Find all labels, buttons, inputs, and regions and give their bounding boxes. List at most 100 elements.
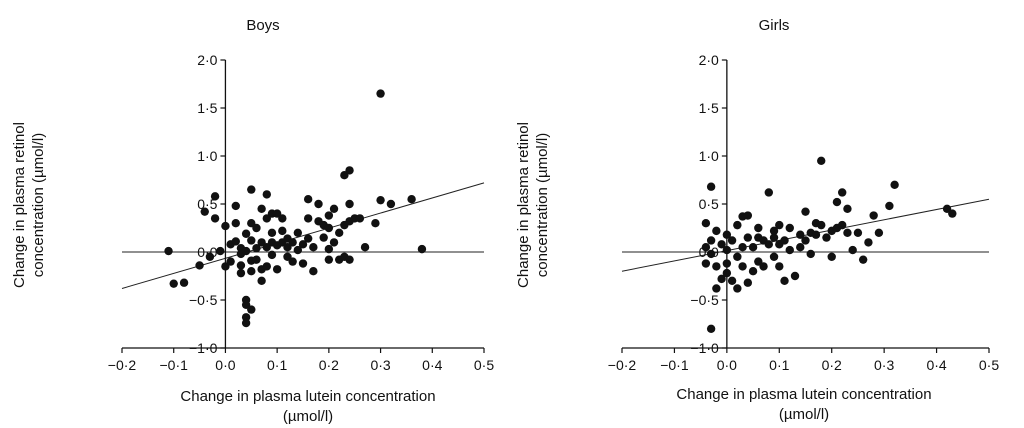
girls-data-point bbox=[885, 201, 894, 211]
boys-data-point bbox=[236, 268, 246, 278]
girls-data-point bbox=[748, 267, 758, 276]
boys-data-point bbox=[298, 240, 308, 249]
girls-data-point bbox=[775, 262, 784, 271]
boys-data-point bbox=[226, 257, 235, 266]
boys-data-point bbox=[324, 244, 334, 254]
boys-x-tick-label: 0·1 bbox=[267, 357, 287, 373]
boys-data-point bbox=[241, 246, 251, 256]
girls-x-tick-label: −0·2 bbox=[608, 357, 637, 373]
girls-data-point bbox=[780, 236, 789, 245]
girls-data-point bbox=[769, 226, 779, 236]
girls-data-point bbox=[701, 243, 711, 252]
girls-y-tick-label: −0·5 bbox=[690, 292, 719, 308]
girls-data-point bbox=[712, 226, 721, 236]
boys-data-point bbox=[329, 204, 339, 213]
girls-data-point bbox=[727, 236, 737, 245]
boys-data-point bbox=[288, 257, 297, 266]
boys-y-axis-label-line1: Change in plasma retinol bbox=[11, 122, 28, 288]
girls-data-point bbox=[727, 276, 737, 285]
boys-data-point bbox=[303, 214, 313, 223]
boys-y-tick-label: 0·5 bbox=[197, 196, 217, 212]
boys-data-point bbox=[329, 238, 339, 247]
boys-data-point bbox=[252, 223, 261, 233]
girls-data-point bbox=[832, 197, 842, 207]
girls-y-axis-label-line1: Change in plasma retinol bbox=[515, 122, 532, 288]
girls-data-point bbox=[754, 223, 763, 233]
boys-data-point bbox=[221, 221, 230, 231]
girls-x-tick-label: 0·0 bbox=[717, 357, 737, 373]
boys-x-axis-label-line2: (µmol/l) bbox=[283, 408, 333, 425]
girls-data-point bbox=[717, 240, 726, 249]
girls-data-point bbox=[764, 188, 773, 197]
boys-data-point bbox=[324, 255, 334, 264]
boys-data-point bbox=[345, 255, 354, 264]
girls-data-point bbox=[811, 230, 821, 239]
boys-data-point bbox=[314, 199, 323, 209]
girls-x-tick-label: 0·2 bbox=[822, 357, 842, 373]
boys-data-point bbox=[376, 195, 385, 205]
girls-y-tick-label: 1·5 bbox=[699, 100, 719, 116]
boys-title: Boys bbox=[246, 17, 279, 34]
girls-data-point bbox=[733, 220, 742, 230]
girls-panel: Girls −0·2 −0·1 0·0 0·1 0·2 0·3 0·4 0·5 −1·0−0·… bbox=[515, 17, 999, 423]
girls-data-point bbox=[796, 230, 805, 239]
girls-y-ticks: −1·0−0·50·00·51·01·52·0 bbox=[690, 52, 727, 356]
boys-data-point bbox=[288, 238, 297, 247]
boys-y-ticks: −1·0−0·50·00·51·01·52·0 bbox=[189, 52, 226, 356]
boys-data-point bbox=[236, 261, 246, 270]
girls-data-point bbox=[722, 245, 732, 255]
boys-fit-line-group bbox=[121, 182, 485, 289]
girls-data-point bbox=[785, 223, 794, 233]
girls-data-point bbox=[801, 236, 810, 245]
boys-data-point bbox=[252, 243, 261, 253]
boys-panel: Boys −0·2 −0·1 0·0 0·1 0·2 0·3 0·4 0·5 −1·0 −0·5… bbox=[11, 17, 494, 425]
boys-axes bbox=[122, 60, 484, 349]
girls-data-point bbox=[722, 268, 732, 278]
boys-data-point bbox=[345, 166, 354, 175]
girls-data-point bbox=[822, 233, 831, 242]
girls-data-point bbox=[890, 180, 899, 189]
boys-data-point bbox=[205, 252, 215, 261]
girls-data-point bbox=[701, 259, 711, 268]
boys-data-point bbox=[169, 279, 178, 288]
girls-data-point bbox=[843, 204, 852, 213]
boys-y-tick-label: 1·0 bbox=[197, 148, 217, 164]
boys-regression-line bbox=[121, 182, 485, 289]
boys-data-point bbox=[386, 199, 396, 209]
boys-data-point bbox=[355, 214, 365, 223]
girls-data-point bbox=[748, 243, 758, 252]
boys-data-point bbox=[247, 185, 256, 194]
girls-data-point bbox=[738, 262, 747, 271]
girls-title: Girls bbox=[759, 17, 790, 34]
girls-data-point bbox=[706, 236, 716, 245]
boys-data-point bbox=[324, 211, 334, 220]
girls-data-point bbox=[848, 245, 857, 255]
boys-data-point bbox=[179, 278, 189, 287]
girls-data-point bbox=[853, 228, 863, 237]
girls-data-point bbox=[706, 324, 716, 333]
boys-x-tick-label: 0·2 bbox=[319, 357, 339, 373]
girls-data-point bbox=[722, 230, 732, 239]
girls-data-point bbox=[775, 220, 784, 230]
boys-data-point bbox=[210, 214, 220, 223]
boys-data-point bbox=[247, 305, 256, 314]
girls-data-point bbox=[733, 252, 742, 261]
girls-data-point bbox=[843, 228, 852, 237]
girls-data-point bbox=[869, 211, 878, 220]
boys-y-axis-label-line2: concentration (µmol/l) bbox=[30, 133, 47, 278]
girls-data-point bbox=[706, 249, 716, 259]
girls-x-tick-label: 0·5 bbox=[979, 357, 999, 373]
girls-data-point bbox=[743, 278, 753, 287]
girls-data-point bbox=[780, 276, 789, 285]
boys-data-point bbox=[262, 190, 271, 199]
boys-data-point bbox=[335, 228, 344, 237]
boys-data-point bbox=[257, 276, 266, 285]
girls-x-axis-label-line1: Change in plasma lutein concentration bbox=[676, 386, 931, 403]
girls-y-tick-label: 0·5 bbox=[699, 196, 719, 212]
boys-data-point bbox=[360, 243, 370, 252]
boys-x-tick-label: 0·3 bbox=[370, 357, 390, 373]
girls-data-point bbox=[817, 156, 826, 165]
boys-data-point bbox=[195, 261, 204, 270]
boys-data-point bbox=[324, 223, 334, 233]
